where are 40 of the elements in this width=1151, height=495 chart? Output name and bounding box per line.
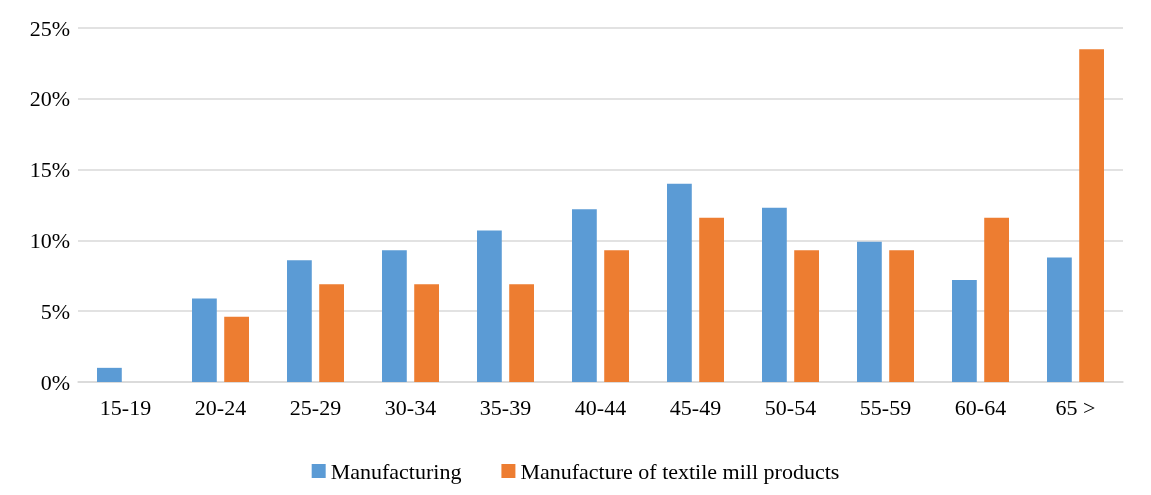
bar: [762, 207, 787, 382]
bar: [382, 250, 407, 382]
bar: [667, 183, 692, 382]
bar: [857, 241, 882, 382]
bar: [319, 284, 344, 382]
x-tick-label: 40-44: [574, 394, 627, 420]
bar: [97, 367, 122, 382]
bar: [952, 280, 977, 382]
x-tick-label: 30-34: [384, 394, 437, 420]
bar: [224, 316, 249, 382]
legend-label: Manufacturing: [330, 458, 462, 484]
y-tick-label: 0%: [40, 369, 70, 395]
y-tick-label: 10%: [29, 227, 70, 253]
x-tick-label: 55-59: [859, 394, 912, 420]
x-tick-label: 60-64: [954, 394, 1007, 420]
bar: [192, 298, 217, 382]
bar: [794, 250, 819, 382]
bar: [1079, 49, 1104, 382]
bar: [889, 250, 914, 382]
bar: [984, 217, 1009, 382]
legend-label: Manufacture of textile mill products: [520, 458, 840, 484]
x-tick-label: 45-49: [669, 394, 722, 420]
x-tick-label: 20-24: [194, 394, 247, 420]
y-tick-label: 25%: [29, 15, 70, 41]
x-tick-label: 25-29: [289, 394, 342, 420]
x-tick-label: 15-19: [99, 394, 152, 420]
y-tick-label: 20%: [29, 86, 70, 112]
bar: [414, 284, 439, 382]
bar: [509, 284, 534, 382]
x-tick-label: 50-54: [764, 394, 817, 420]
y-tick-label: 5%: [40, 298, 70, 324]
bar: [1047, 257, 1072, 382]
x-tick-label: 35-39: [479, 394, 532, 420]
bar: [699, 217, 724, 382]
bar: [287, 260, 312, 382]
y-tick-label: 15%: [29, 157, 70, 183]
bar: [572, 209, 597, 382]
x-tick-label: 65 >: [1055, 394, 1096, 420]
bar: [604, 250, 629, 382]
bar: [477, 230, 502, 382]
